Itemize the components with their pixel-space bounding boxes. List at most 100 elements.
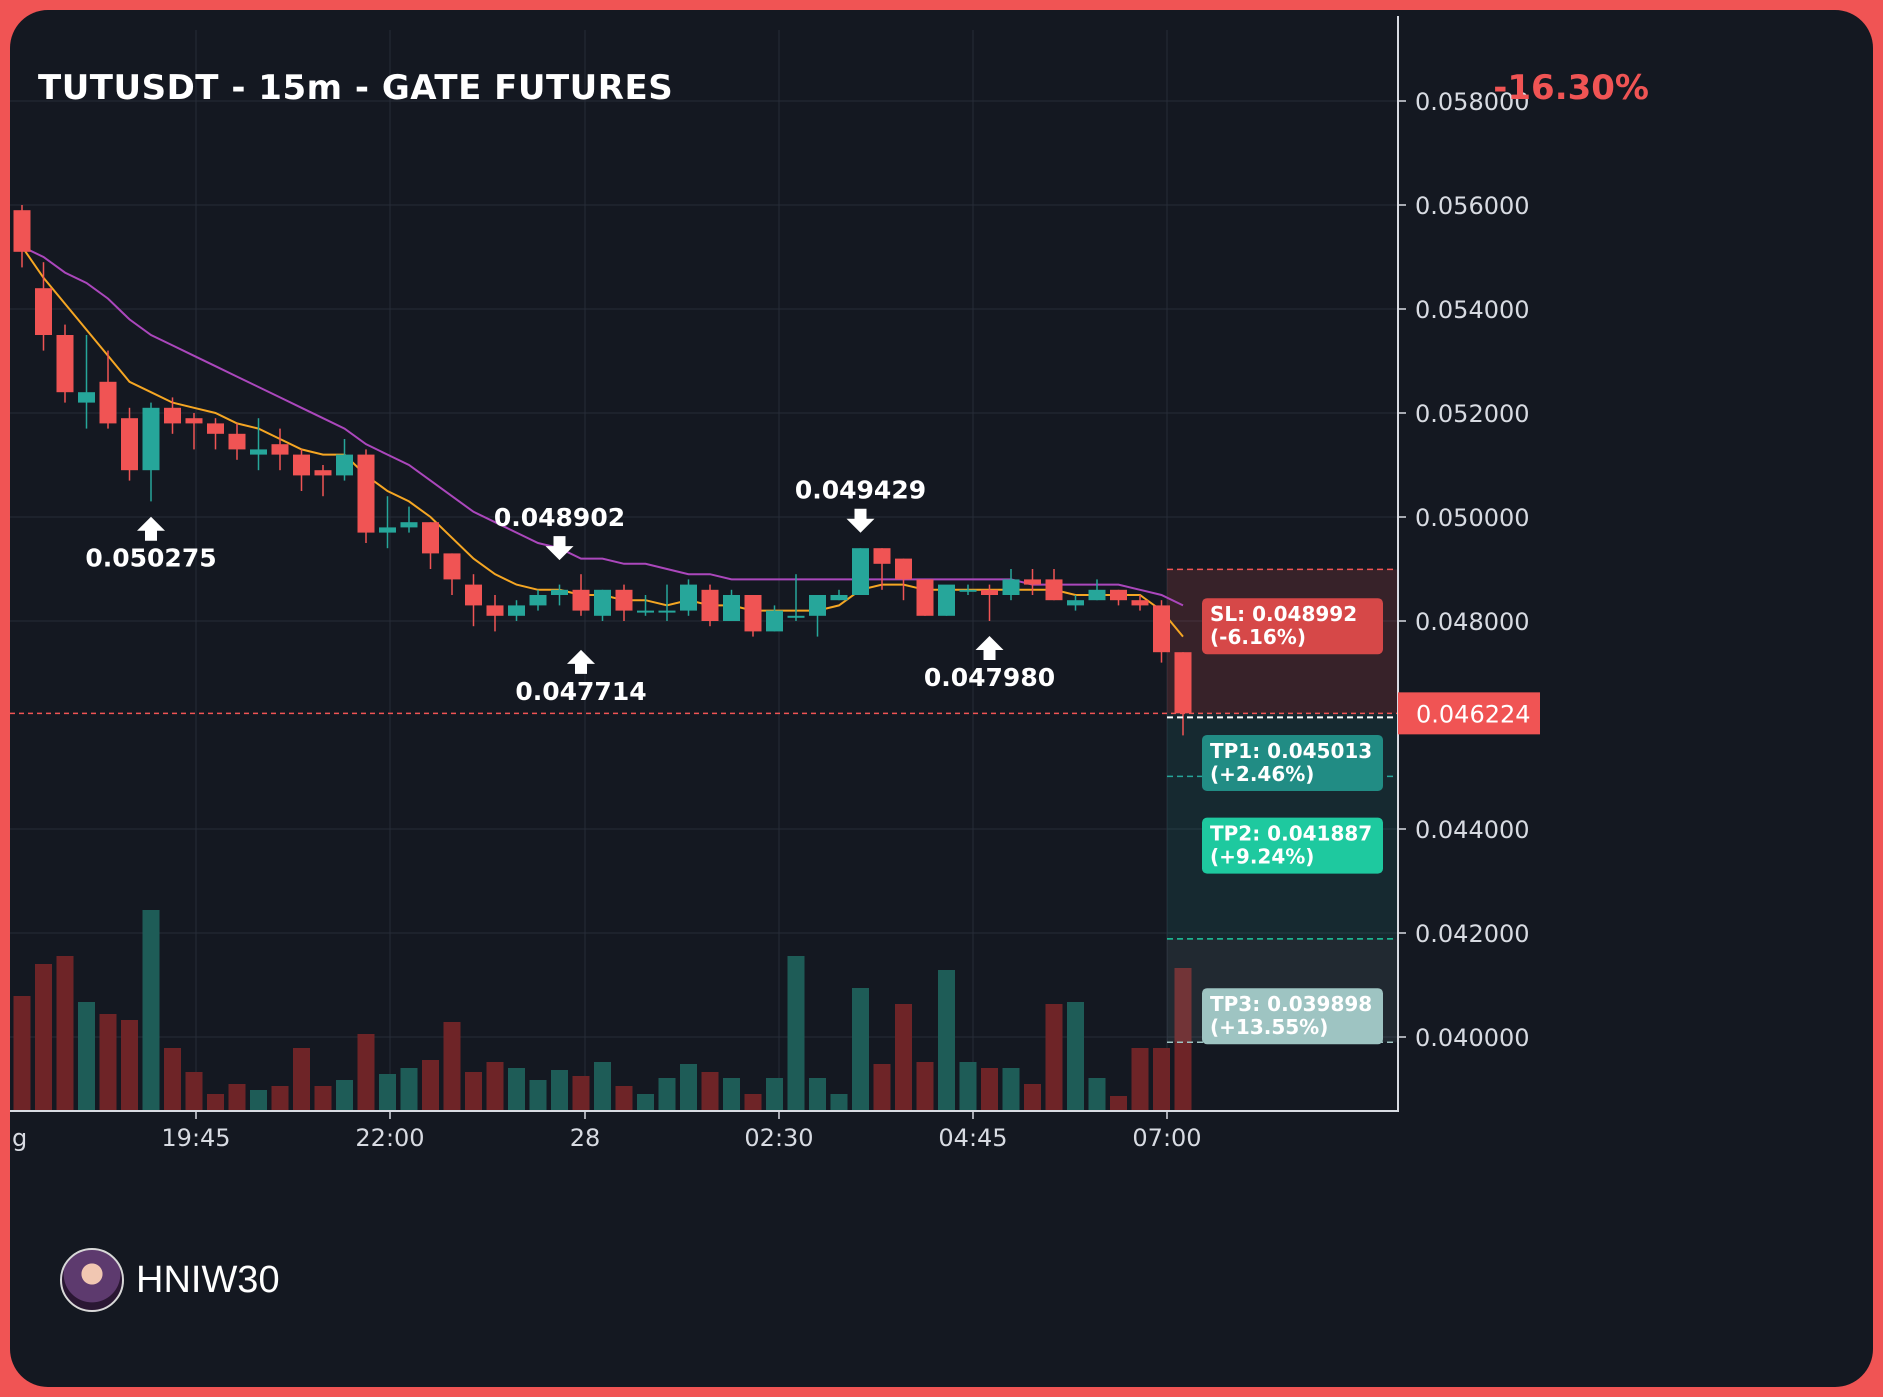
volume-bar	[422, 1060, 439, 1110]
candle-body	[228, 433, 246, 450]
time-tick-label: g	[12, 1124, 27, 1152]
volume-bar	[1153, 1048, 1170, 1110]
candles	[13, 205, 1192, 736]
volume-bar	[1045, 1004, 1063, 1110]
volume-bar	[766, 1078, 783, 1110]
price-tick-label: 0.052000	[1415, 400, 1530, 428]
arrow-up-icon	[567, 649, 595, 674]
tp1-tag-label: TP1: 0.045013	[1210, 739, 1372, 763]
volume-bar	[701, 1072, 719, 1110]
candle-body	[959, 589, 977, 592]
tp3-tag: TP3: 0.039898(+13.55%)	[1202, 988, 1383, 1045]
candle	[508, 600, 525, 621]
candle-body	[465, 584, 482, 606]
swing-marker: 0.047714	[515, 649, 647, 706]
candle	[551, 584, 568, 606]
volume-bar	[271, 1086, 289, 1110]
candle-body	[1024, 579, 1041, 585]
candle	[1110, 589, 1127, 606]
candle-body	[895, 558, 912, 580]
candle	[895, 558, 912, 601]
candle-body	[938, 584, 955, 616]
volume-bar	[981, 1068, 998, 1110]
candle-body	[422, 522, 439, 554]
candle-body	[852, 548, 869, 595]
tp1-tag-background	[1202, 734, 1383, 791]
volume-bar	[916, 1062, 934, 1110]
candle	[766, 605, 783, 632]
time-tick-label: 19:45	[161, 1124, 230, 1152]
arrow-up-icon	[137, 516, 165, 541]
candle	[121, 407, 138, 481]
candle-body	[1174, 652, 1192, 714]
candle	[529, 589, 547, 611]
candle	[1045, 569, 1063, 601]
candle	[465, 574, 482, 627]
candle	[1067, 595, 1084, 611]
candle-body	[701, 589, 719, 621]
swing-marker: 0.050275	[85, 516, 217, 573]
candle-body	[830, 595, 848, 601]
candle-body	[766, 610, 783, 632]
candle	[637, 595, 654, 616]
candle	[938, 584, 955, 616]
volume-bar	[250, 1090, 267, 1110]
candle-body	[744, 595, 762, 632]
candle	[615, 584, 633, 621]
candle	[680, 579, 697, 616]
candle	[1174, 652, 1192, 736]
candle	[142, 402, 160, 502]
tp2-tag-background	[1202, 817, 1383, 874]
volume-bar	[1110, 1096, 1127, 1110]
volume-bar	[486, 1062, 504, 1110]
candle	[293, 449, 310, 491]
swing-label: 0.049429	[795, 476, 926, 505]
swing-marker: 0.048902	[494, 503, 625, 561]
candle-body	[615, 589, 633, 611]
price-tick-label: 0.056000	[1415, 192, 1530, 220]
volume-bar	[809, 1078, 826, 1110]
price-tick-label: 0.058000	[1415, 88, 1530, 116]
volume-bar	[508, 1068, 525, 1110]
candle	[1131, 595, 1149, 611]
candle	[959, 584, 977, 595]
time-tick-label: 28	[570, 1124, 601, 1152]
ema-slow-line	[21, 245, 1184, 607]
candle	[572, 574, 590, 616]
candle-body	[1002, 579, 1020, 595]
swing-label: 0.047980	[924, 663, 1055, 692]
price-change-percent: -16.30%	[1493, 68, 1649, 108]
candle-body	[873, 548, 891, 564]
volume-bar	[465, 1072, 482, 1110]
volume-bar	[723, 1078, 740, 1110]
price-tick-label: 0.048000	[1415, 608, 1530, 636]
candle	[379, 496, 396, 549]
candle-body	[1153, 605, 1170, 653]
last-price-tag	[1398, 692, 1540, 735]
tp2-tag: TP2: 0.041887(+9.24%)	[1202, 817, 1383, 874]
tp1-tag-percent: (+2.46%)	[1210, 762, 1314, 786]
avatar	[60, 1248, 124, 1312]
candle-body	[680, 584, 697, 611]
volume-bar	[99, 1014, 117, 1110]
candle-body	[551, 589, 568, 595]
volume-bar	[443, 1022, 461, 1110]
sl-tag-percent: (-6.16%)	[1210, 625, 1306, 649]
candle-body	[486, 605, 504, 616]
price-chart[interactable]: 0.050275 0.048902 0.047714 0.049429 0.047980…	[10, 10, 1873, 1387]
tp2-tag-percent: (+9.24%)	[1210, 845, 1314, 869]
arrow-down-icon	[846, 508, 875, 533]
volume-bar	[594, 1062, 611, 1110]
candle	[658, 584, 676, 621]
candle	[422, 522, 439, 569]
candle-body	[121, 418, 138, 471]
volume-bar	[1174, 968, 1192, 1110]
volume-bar	[529, 1080, 547, 1110]
time-tick-label: 07:00	[1132, 1124, 1201, 1152]
candle	[830, 589, 848, 601]
watermark: HNIW30	[60, 1248, 280, 1312]
volume-bar	[787, 956, 805, 1110]
candle-body	[185, 418, 203, 424]
candle-body	[78, 392, 95, 403]
candle	[314, 465, 332, 497]
